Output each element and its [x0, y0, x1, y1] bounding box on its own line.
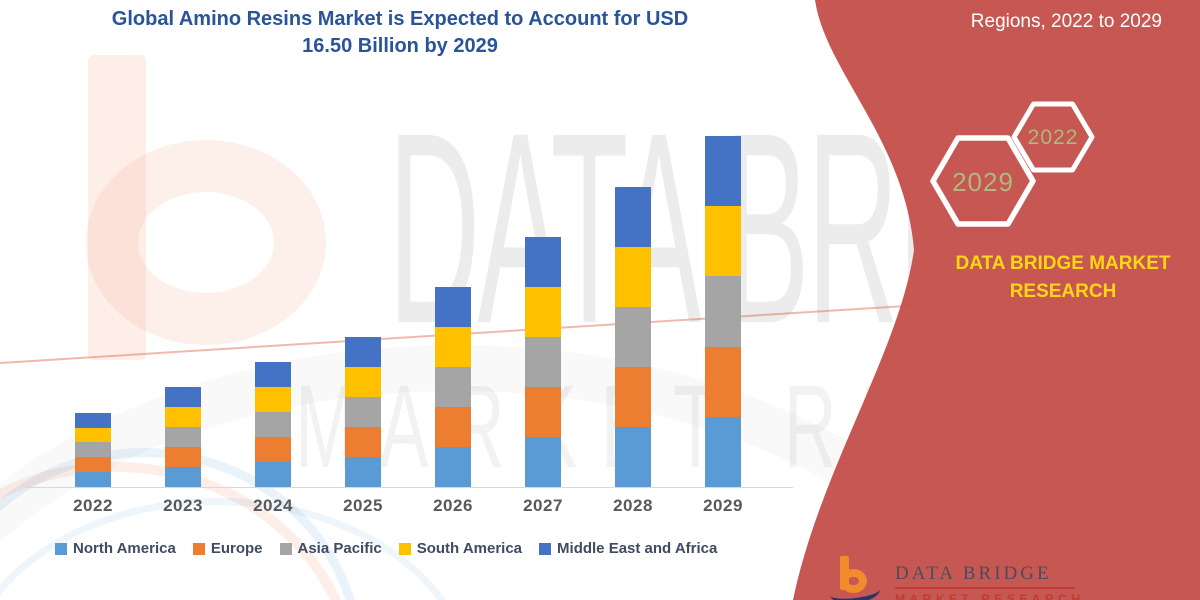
brand-text-line-1: DATA BRIDGE MARKET — [955, 253, 1171, 274]
bar-segment-north-america-2027 — [525, 437, 561, 487]
legend-item-europe: Europe — [192, 540, 263, 557]
bar-segment-asia-pacific-2028 — [615, 307, 651, 368]
legend-item-south-america: South America — [398, 540, 523, 557]
bar-segment-middle-east-and-africa-2029 — [705, 136, 741, 207]
bar-2026 — [435, 287, 471, 487]
bar-segment-north-america-2026 — [435, 447, 471, 487]
bar-segment-north-america-2023 — [165, 467, 201, 487]
bar-segment-middle-east-and-africa-2023 — [165, 387, 201, 408]
legend-label-north-america: North America — [73, 540, 176, 557]
bar-2028 — [615, 187, 651, 487]
bar-segment-europe-2027 — [525, 387, 561, 438]
bar-segment-europe-2025 — [345, 427, 381, 458]
x-axis-label-2026: 2026 — [433, 496, 473, 515]
plot-area — [25, 98, 793, 488]
hexagon-2029-outline — [930, 135, 1036, 227]
legend-swatch-middle-east-and-africa — [539, 542, 552, 555]
bar-segment-europe-2026 — [435, 407, 471, 448]
bar-2025 — [345, 337, 381, 487]
hexagon-label-2022: 2022 — [1027, 126, 1079, 149]
bar-segment-middle-east-and-africa-2026 — [435, 287, 471, 328]
legend-label-asia-pacific: Asia Pacific — [297, 540, 382, 557]
bar-segment-asia-pacific-2022 — [75, 442, 111, 458]
bar-segment-europe-2029 — [705, 346, 741, 417]
bar-2024 — [255, 361, 291, 487]
x-axis-labels: 2022 2023 2024 2025 2026 2027 2028 2029 — [25, 496, 793, 518]
bar-2023 — [165, 387, 201, 487]
legend-item-north-america: North America — [55, 540, 176, 557]
x-axis-label-2027: 2027 — [523, 496, 563, 515]
bar-segment-middle-east-and-africa-2024 — [255, 361, 291, 387]
logo-b-bowl — [840, 569, 867, 593]
chart-title-line-2: 16.50 Billion by 2029 — [302, 35, 498, 57]
bar-segment-middle-east-and-africa-2022 — [75, 412, 111, 428]
bar-segment-europe-2028 — [615, 367, 651, 428]
bar-segment-middle-east-and-africa-2025 — [345, 337, 381, 368]
brand-text-line-2: RESEARCH — [1009, 281, 1117, 302]
x-axis-label-2024: 2024 — [253, 496, 293, 515]
footer-logo-subname: MARKET RESEARCH — [895, 592, 1085, 600]
footer-logo-rule — [895, 587, 1075, 589]
bar-segment-middle-east-and-africa-2028 — [615, 187, 651, 248]
x-axis-label-2025: 2025 — [343, 496, 383, 515]
bar-segment-north-america-2022 — [75, 472, 111, 487]
bar-segment-south-america-2024 — [255, 386, 291, 412]
bar-segment-north-america-2029 — [705, 416, 741, 487]
legend-item-asia-pacific: Asia Pacific — [279, 540, 382, 557]
bar-segment-asia-pacific-2025 — [345, 397, 381, 428]
footer-logo-name: DATA BRIDGE — [895, 563, 1052, 584]
legend-label-middle-east-and-africa: Middle East and Africa — [557, 540, 718, 557]
x-axis-label-2023: 2023 — [163, 496, 203, 515]
data-bridge-b-logo-icon — [828, 556, 883, 600]
bar-segment-south-america-2027 — [525, 287, 561, 338]
legend-label-south-america: South America — [416, 540, 523, 557]
legend-swatch-north-america — [55, 542, 67, 555]
bar-2022 — [75, 412, 111, 487]
bar-segment-south-america-2025 — [345, 367, 381, 398]
bar-segment-south-america-2023 — [165, 407, 201, 428]
legend-swatch-europe — [192, 542, 205, 555]
logo-swoosh-icon — [828, 579, 882, 600]
legend-label-europe: Europe — [210, 540, 263, 557]
footer-logo: DATA BRIDGE MARKET RESEARCH — [828, 556, 1153, 600]
bar-segment-europe-2022 — [75, 457, 111, 473]
hexagon-label-2029: 2029 — [952, 167, 1014, 197]
side-panel-red-wedge — [793, 0, 1200, 600]
bar-segment-europe-2023 — [165, 447, 201, 468]
brand-text: DATA BRIDGE MARKET RESEARCH — [930, 250, 1196, 306]
bar-segment-middle-east-and-africa-2027 — [525, 237, 561, 288]
bar-2027 — [525, 237, 561, 487]
bar-segment-south-america-2028 — [615, 247, 651, 308]
chart-title-line-1: Global Amino Resins Market is Expected t… — [111, 8, 689, 30]
bar-segment-south-america-2022 — [75, 427, 111, 443]
bar-segment-south-america-2026 — [435, 327, 471, 368]
bar-segment-asia-pacific-2024 — [255, 411, 291, 437]
regions-heading: Regions, 2022 to 2029 — [970, 11, 1162, 32]
bar-segment-asia-pacific-2029 — [705, 276, 741, 347]
bar-segment-asia-pacific-2027 — [525, 337, 561, 388]
bar-segment-north-america-2024 — [255, 461, 291, 487]
legend-item-middle-east-and-africa: Middle East and Africa — [539, 540, 717, 557]
hexagon-graphic — [930, 101, 1095, 227]
legend-swatch-south-america — [398, 542, 411, 555]
x-axis-label-2022: 2022 — [73, 496, 113, 515]
bar-segment-asia-pacific-2026 — [435, 367, 471, 408]
x-axis-label-2029: 2029 — [703, 496, 743, 515]
bar-segment-asia-pacific-2023 — [165, 427, 201, 448]
bar-2029 — [705, 136, 741, 487]
x-axis-label-2028: 2028 — [613, 496, 653, 515]
hexagon-2022-outline — [1011, 101, 1095, 173]
bar-segment-north-america-2028 — [615, 427, 651, 487]
legend-swatch-asia-pacific — [279, 542, 292, 555]
bar-segment-south-america-2029 — [705, 206, 741, 277]
chart-legend: North America Europe Asia Pacific South Ame… — [55, 540, 717, 557]
bar-segment-north-america-2025 — [345, 457, 381, 487]
bar-segment-europe-2024 — [255, 436, 291, 462]
chart-title: Global Amino Resins Market is Expected t… — [70, 6, 730, 60]
